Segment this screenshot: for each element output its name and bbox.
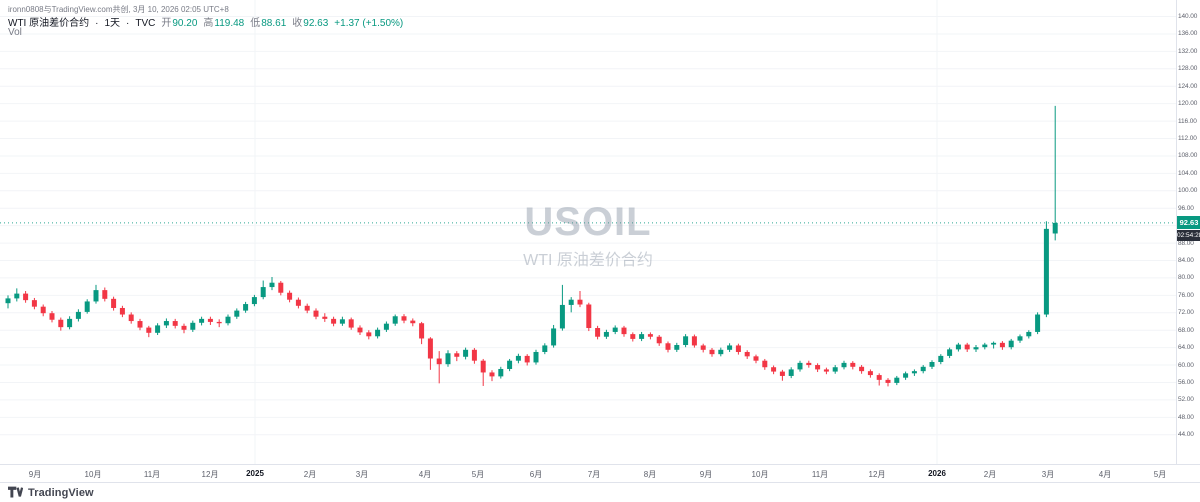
time-axis-label: 2025: [246, 469, 264, 478]
price-axis-label: 64.00: [1178, 344, 1194, 352]
time-axis-label: 12月: [868, 470, 886, 479]
symbol-name[interactable]: WTI 原油差价合约: [8, 18, 90, 29]
tradingview-logo-icon[interactable]: [8, 486, 23, 499]
ohlc-open: 开90.20: [161, 18, 198, 29]
price-badge: 92.63: [1177, 215, 1200, 229]
price-axis-label: 88.00: [1178, 239, 1194, 247]
time-axis-label: 3月: [1041, 470, 1055, 479]
legend-row: WTI 原油差价合约 · 1天 · TVC 开90.20 高119.48 低88…: [8, 14, 403, 29]
time-axis-label: 11月: [143, 470, 161, 479]
volume-legend: Vol: [8, 27, 25, 38]
time-axis-label: 4月: [1098, 470, 1112, 479]
price-scale[interactable]: 92.63 02:54:28 140.00 136.00 132.00 128.00 1…: [1176, 0, 1200, 464]
time-axis-label: 12月: [201, 470, 219, 479]
tradingview-wordmark[interactable]: TradingView: [28, 486, 94, 499]
time-axis-label: 11月: [811, 470, 829, 479]
footer-toolbar: TradingView: [0, 482, 1200, 502]
price-axis-label: 104.00: [1178, 169, 1198, 177]
volume-label: Vol: [8, 27, 22, 38]
interval-label[interactable]: 1天: [104, 18, 121, 29]
candlestick-layer: [0, 0, 1176, 464]
price-axis-label: 48.00: [1178, 413, 1194, 421]
time-axis-label: 4月: [418, 470, 432, 479]
legend-separator: ·: [126, 18, 130, 29]
attribution-text: ironn0808与TradingView.com共创, 3月 10, 2026…: [8, 5, 229, 14]
time-axis-label: 9月: [699, 470, 713, 479]
ohlc-low: 低88.61: [250, 18, 287, 29]
time-axis-label: 10月: [84, 470, 102, 479]
price-axis-label: 68.00: [1178, 326, 1194, 334]
price-axis-label: 84.00: [1178, 256, 1194, 264]
time-axis-label: 7月: [587, 470, 601, 479]
change-value: +1.37 (+1.50%): [334, 18, 404, 29]
price-axis-label: 132.00: [1178, 47, 1198, 55]
time-axis-label: 10月: [751, 470, 769, 479]
price-axis-label: 120.00: [1178, 100, 1198, 108]
price-axis-label: 52.00: [1178, 396, 1194, 404]
price-axis-label: 116.00: [1178, 117, 1197, 125]
price-axis-label: 108.00: [1178, 152, 1198, 160]
price-axis-label: 128.00: [1178, 65, 1198, 73]
time-axis-label: 3月: [355, 470, 369, 479]
price-axis-label: 44.00: [1178, 431, 1194, 439]
time-axis-label: 5月: [471, 470, 485, 479]
ohlc-high: 高119.48: [203, 18, 245, 29]
time-axis-label: 9月: [28, 470, 42, 479]
price-axis-label: 100.00: [1178, 187, 1198, 195]
price-axis-label: 140.00: [1178, 13, 1198, 21]
price-axis-label: 96.00: [1178, 204, 1194, 212]
exchange-label: TVC: [135, 18, 156, 29]
price-axis-label: 112.00: [1178, 135, 1197, 142]
legend-separator: ·: [95, 18, 99, 29]
time-axis-label: 2月: [983, 470, 997, 479]
price-axis-label: 136.00: [1178, 30, 1198, 38]
bar-countdown-badge: 02:54:28: [1177, 229, 1200, 241]
time-axis-label: 5月: [1153, 470, 1167, 479]
time-axis-label: 6月: [529, 470, 543, 479]
chart-pane[interactable]: USOIL WTI 原油差价合约 ironn0808与TradingView.c…: [0, 0, 1176, 464]
ohlc-close: 收92.63: [292, 18, 329, 29]
price-axis-label: 72.00: [1178, 309, 1194, 317]
price-axis-label: 80.00: [1178, 274, 1194, 282]
time-axis-label: 8月: [643, 470, 657, 479]
price-axis-label: 60.00: [1178, 361, 1194, 369]
time-axis-label: 2026: [928, 469, 946, 478]
price-axis-label: 56.00: [1178, 378, 1194, 386]
price-axis-label: 124.00: [1178, 82, 1198, 90]
time-axis-label: 2月: [303, 470, 317, 479]
price-axis-label: 76.00: [1178, 291, 1194, 299]
time-scale[interactable]: 9月 10月 11月 12月 2025 2月 3月 4月 5月 6月 7月 8月 9月 10月 11月 12月…: [0, 464, 1200, 483]
